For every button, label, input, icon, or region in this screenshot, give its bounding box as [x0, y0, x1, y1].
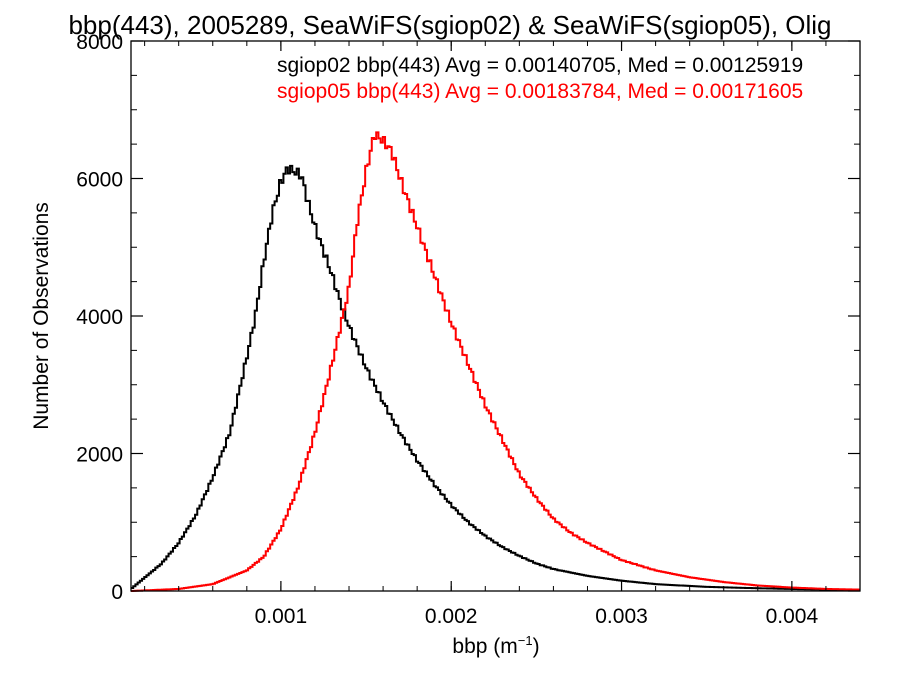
x-axis-label: bbp (m−1): [452, 633, 539, 658]
y-tick-label: 2000: [76, 444, 123, 467]
y-axis: 0 2000 4000 6000 8000: [76, 31, 860, 604]
x-tick-label: 0.004: [766, 605, 819, 628]
y-tick-label: 4000: [76, 306, 123, 329]
x-tick-label: 0.003: [595, 605, 648, 628]
x-axis-label-end: ): [533, 635, 540, 658]
y-tick-label: 6000: [76, 169, 123, 192]
legend-entry-sgiop05: sgiop05 bbp(443) Avg = 0.00183784, Med =…: [277, 80, 803, 103]
x-tick-label: 0.001: [255, 605, 308, 628]
y-tick-label: 8000: [76, 31, 123, 54]
x-axis-label-superscript: −1: [518, 633, 533, 648]
series-layer: [131, 131, 860, 592]
y-tick-label: 0: [111, 581, 123, 604]
x-axis: 0.001 0.002 0.003 0.004: [144, 41, 827, 628]
x-axis-label-main: bbp (m: [452, 635, 517, 658]
chart-title: bbp(443), 2005289, SeaWiFS(sgiop02) & Se…: [68, 10, 831, 40]
y-axis-label: Number of Observations: [30, 202, 53, 430]
legend-entry-sgiop02: sgiop02 bbp(443) Avg = 0.00140705, Med =…: [277, 54, 803, 77]
histogram-series-2: [131, 131, 860, 592]
histogram-series-1: [131, 164, 860, 591]
x-tick-label: 0.002: [425, 605, 478, 628]
legend: sgiop02 bbp(443) Avg = 0.00140705, Med =…: [277, 54, 803, 103]
